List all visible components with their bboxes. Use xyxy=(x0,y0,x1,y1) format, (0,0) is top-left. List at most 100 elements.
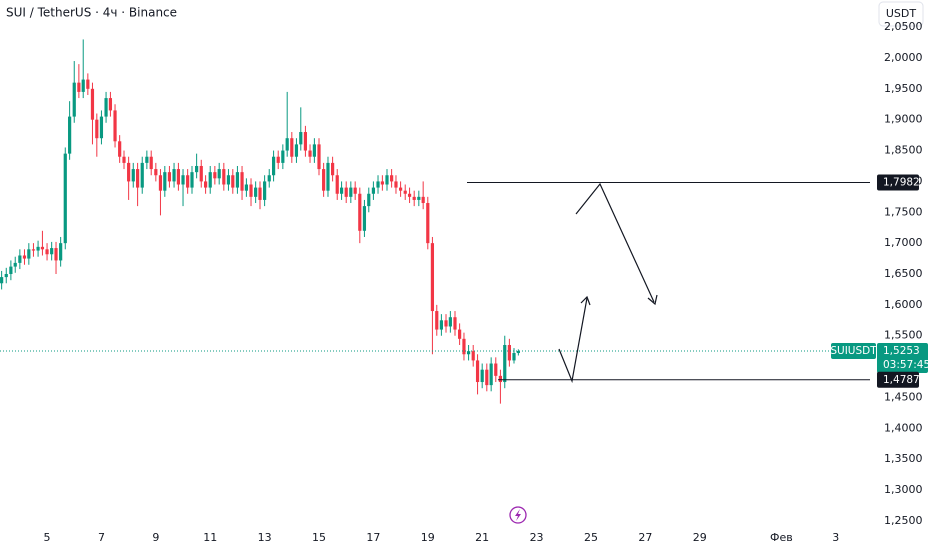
x-tick-label: 21 xyxy=(475,531,489,544)
y-tick-label: 1,9000 xyxy=(884,113,923,126)
y-tick-label: 1,4500 xyxy=(884,390,923,403)
candle-body xyxy=(407,193,412,197)
candle-body xyxy=(86,79,90,89)
y-tick-label: 1,5500 xyxy=(884,329,923,342)
x-tick-label: 17 xyxy=(366,531,380,544)
candle-body xyxy=(426,203,430,244)
x-tick-label: 23 xyxy=(530,531,544,544)
candle-body xyxy=(335,175,339,194)
candle-body xyxy=(222,169,226,185)
currency-button[interactable]: USDT xyxy=(878,1,924,27)
candle-body xyxy=(59,243,63,261)
candle-body xyxy=(136,169,140,188)
candle-body xyxy=(344,187,348,197)
candle-body xyxy=(271,156,276,176)
candle-body xyxy=(90,88,95,120)
y-tick-label: 1,4000 xyxy=(884,421,923,434)
price-line-label: 1,4787 xyxy=(883,374,920,386)
x-tick-label: 27 xyxy=(638,531,652,544)
y-tick-label: 2,0000 xyxy=(884,51,923,64)
candle-body xyxy=(444,320,448,327)
y-tick-label: 1,7500 xyxy=(884,205,923,218)
candle-body xyxy=(118,141,122,157)
candle-body xyxy=(349,187,353,197)
candle-body xyxy=(231,175,235,188)
candle-body xyxy=(512,353,516,361)
candle-body xyxy=(77,82,81,92)
candle-body xyxy=(317,144,321,170)
x-tick-label: 29 xyxy=(693,531,707,544)
countdown-label: 03:57:45 xyxy=(883,359,930,371)
candle-body xyxy=(50,248,54,255)
candle-body xyxy=(290,138,294,157)
candle-body xyxy=(167,172,172,182)
chart-title: SUI / TetherUS · 4ч · Binance xyxy=(6,6,177,20)
candle-body xyxy=(471,351,475,361)
lightning-icon[interactable] xyxy=(509,506,527,524)
candle-body xyxy=(263,181,267,200)
candle-body xyxy=(163,172,167,191)
x-tick-label: 7 xyxy=(98,531,105,544)
candle-body xyxy=(466,351,471,355)
y-tick-label: 2,0500 xyxy=(884,20,923,33)
y-tick-label: 1,6000 xyxy=(884,298,923,311)
candle-body xyxy=(108,98,113,111)
candle-body xyxy=(439,320,443,330)
x-tick-label: 3 xyxy=(832,531,839,544)
candle-body xyxy=(462,338,466,355)
candle-body xyxy=(0,277,4,284)
candle-body xyxy=(308,150,312,157)
candle-body xyxy=(217,169,221,179)
candle-body xyxy=(131,169,135,182)
candle-body xyxy=(9,266,13,275)
x-tick-label: 5 xyxy=(44,531,51,544)
y-tick-label: 1,3500 xyxy=(884,452,923,465)
candle-body xyxy=(299,132,303,145)
candle-body xyxy=(267,175,271,182)
candle-body xyxy=(186,175,190,188)
x-tick-label: 13 xyxy=(258,531,272,544)
currency-label[interactable]: USDT xyxy=(886,7,917,20)
y-tick-label: 1,3000 xyxy=(884,483,923,496)
candle-body xyxy=(145,156,149,163)
candle-body xyxy=(13,262,17,267)
candle-body xyxy=(489,363,493,386)
candle-body xyxy=(376,181,380,188)
y-tick-label: 1,9500 xyxy=(884,82,923,95)
candle-body xyxy=(122,156,126,163)
candle-body xyxy=(398,187,403,191)
candle-body xyxy=(485,369,489,386)
candle-body xyxy=(322,169,326,191)
candle-body xyxy=(494,363,498,376)
candle-body xyxy=(448,317,452,327)
candle-body xyxy=(326,162,330,191)
candle-body xyxy=(285,138,289,151)
candle-body xyxy=(104,98,108,117)
candle-body xyxy=(303,132,308,151)
candle-body xyxy=(31,249,36,251)
candle-body xyxy=(45,249,49,255)
candle-body xyxy=(417,196,421,200)
candle-body xyxy=(458,329,462,339)
arrow-head xyxy=(647,294,658,306)
candle-body xyxy=(358,193,362,231)
candle-body xyxy=(294,144,299,157)
candle-body xyxy=(371,187,376,194)
candle-body xyxy=(181,175,185,185)
candle-body xyxy=(63,153,67,244)
candle-body xyxy=(226,175,231,185)
symbol-tag xyxy=(831,342,876,359)
candle-body xyxy=(22,255,27,259)
candle-body xyxy=(18,255,22,263)
candle-body xyxy=(412,196,416,200)
candle-body xyxy=(249,184,253,197)
price-line-label: 1,7982 xyxy=(883,177,920,189)
candle-body xyxy=(81,79,85,92)
candle-body xyxy=(339,187,344,194)
candle-body xyxy=(385,175,389,185)
candle-body xyxy=(312,144,316,157)
candle-body xyxy=(276,156,280,163)
candle-body xyxy=(281,150,285,163)
x-tick-label: 9 xyxy=(152,531,159,544)
